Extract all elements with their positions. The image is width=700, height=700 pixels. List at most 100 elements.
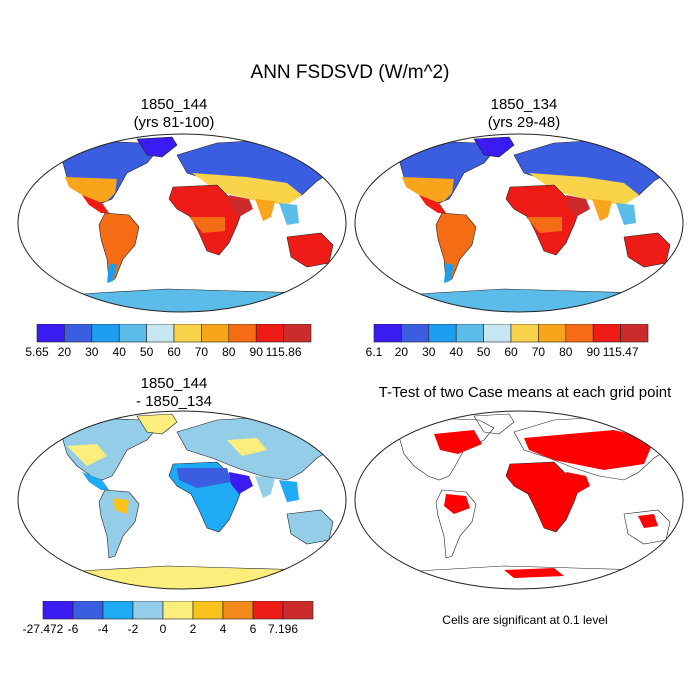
india-land [255, 199, 275, 221]
colorbar-segment [373, 324, 402, 343]
greenland-outline [473, 413, 515, 435]
south-america-significant [444, 494, 470, 514]
colorbar-segment [228, 324, 257, 343]
colorbar-segment [538, 324, 567, 343]
colorbar-segment [42, 601, 74, 620]
colorbar-3: -27.472 -6 -4 -2 0 2 4 6 7.196 [23, 601, 314, 636]
north-america-significant [434, 430, 482, 454]
panel-1-title: 1850_144 (yrs 81-100) [74, 96, 274, 132]
colorbar-tick-label: 40 [450, 345, 464, 359]
eurasia-patch [227, 438, 267, 456]
colorbar-tick-label: 115.86 [266, 345, 302, 359]
colorbar-segment [36, 324, 65, 343]
colorbar-segment [102, 601, 134, 620]
colorbar-tick-label: 4 [220, 622, 227, 636]
colorbar-tick-label: 50 [477, 345, 491, 359]
mid-asia-land [192, 173, 302, 205]
greenland-land [473, 136, 515, 158]
colorbar-tick-label: -6 [68, 622, 79, 636]
colorbar-tick-label: 30 [422, 345, 436, 359]
india-land [255, 476, 275, 498]
colorbar-segment [282, 601, 314, 620]
panel-2-title-line2: (yrs 29-48) [487, 114, 561, 131]
colorbar-tick-label: 60 [167, 345, 181, 359]
colorbar-tick-label: 40 [113, 345, 127, 359]
colorbar-tick-label: -2 [128, 622, 139, 636]
colorbar-segment [620, 324, 649, 343]
colorbar-segment [72, 601, 104, 620]
colorbar-tick-label: -27.472 [23, 622, 64, 636]
colorbar-segment [252, 601, 284, 620]
colorbar-segment [428, 324, 457, 343]
map-panel-1850-144 [17, 133, 347, 313]
panel-4-title: T-Test of two Case means at each grid po… [378, 384, 672, 401]
south-america-land [98, 489, 140, 559]
colorbar-segment [118, 324, 147, 343]
antarctica-land [18, 565, 346, 589]
colorbar-segment [162, 601, 194, 620]
map-border [354, 133, 684, 313]
panel-1-title-line2: (yrs 81-100) [133, 114, 215, 131]
arabia-land [229, 472, 253, 494]
sahara-patch [177, 468, 231, 488]
map-panel-difference [17, 410, 347, 590]
colorbar-segment [132, 601, 164, 620]
north-america-outline [393, 417, 495, 481]
australia-significant [638, 514, 658, 528]
colorbar-segment [401, 324, 430, 343]
map-panel-ttest [354, 410, 684, 590]
colorbar-segment [64, 324, 93, 343]
north-america-patch [67, 444, 107, 466]
antarctica-significant [504, 568, 564, 578]
central-america-land [419, 195, 446, 213]
colorbar-tick-label: 7.196 [268, 622, 298, 636]
colorbar-tick-label: 80 [222, 345, 236, 359]
colorbar-segment [255, 324, 284, 343]
panel-3-title-line2: - 1850_134 [136, 393, 212, 410]
greenland-land [136, 136, 178, 158]
colorbar-segment [201, 324, 230, 343]
antarctica-land [18, 288, 346, 312]
colorbar-1: 5.65 20 30 40 50 60 70 80 90 115.86 [25, 324, 312, 359]
panel-2-title-line1: 1850_134 [490, 96, 558, 113]
colorbar-tick-label: 70 [195, 345, 209, 359]
colorbar-segment [565, 324, 594, 343]
colorbar-segment [455, 324, 484, 343]
greenland-land [136, 413, 178, 435]
colorbar-tick-label: 20 [58, 345, 72, 359]
mid-asia-land [529, 173, 639, 205]
colorbar-tick-label: 6.1 [366, 345, 383, 359]
southeast-asia-land [616, 203, 636, 225]
colorbar-2: 6.1 20 30 40 50 60 70 80 90 115.47 [366, 324, 649, 359]
colorbar-tick-label: 30 [85, 345, 99, 359]
colorbar-segment [173, 324, 202, 343]
panel-2-title: 1850_134 (yrs 29-48) [424, 96, 624, 132]
colorbar-tick-label: 90 [587, 345, 601, 359]
colorbar-segment [146, 324, 175, 343]
colorbar-segment [91, 324, 120, 343]
colorbar-tick-label: 80 [559, 345, 573, 359]
africa-significant [505, 461, 583, 533]
central-america-land [82, 472, 109, 490]
south-america-outline [435, 489, 477, 559]
colorbar-segment [483, 324, 512, 343]
south-america-patch [113, 498, 129, 514]
significance-note: Cells are significant at 0.1 level [442, 613, 608, 627]
colorbar-tick-label: 0 [160, 622, 167, 636]
map-panel-1850-134 [354, 133, 684, 313]
colorbar-segment [592, 324, 621, 343]
southeast-asia-land [279, 203, 299, 225]
colorbar-segment [222, 601, 254, 620]
colorbar-tick-label: 70 [532, 345, 546, 359]
figure-title: ANN FSDSVD (W/m^2) [250, 62, 450, 83]
colorbar-tick-label: 50 [140, 345, 154, 359]
colorbar-tick-label: 5.65 [25, 345, 49, 359]
antarctica-land [355, 288, 683, 312]
north-america-south-land [65, 177, 117, 203]
colorbar-tick-label: 6 [250, 622, 257, 636]
arabia-significant [566, 472, 590, 494]
colorbar-segment [283, 324, 312, 343]
colorbar-tick-label: 60 [504, 345, 518, 359]
arabia-land [229, 195, 253, 217]
central-africa-land [526, 217, 562, 233]
